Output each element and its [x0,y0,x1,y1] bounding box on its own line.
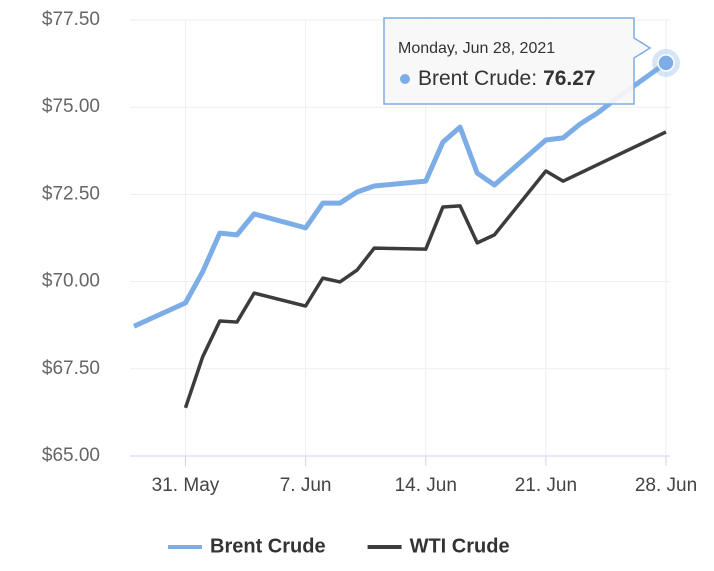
y-tick-label: $70.00 [42,271,100,292]
series-line [132,60,668,329]
legend-label[interactable]: Brent Crude [210,535,326,557]
x-tick-label: 21. Jun [515,475,577,496]
tooltip-box [383,17,652,105]
x-tick-label: 7. Jun [280,475,332,496]
tooltip-label: Brent Crude: [418,67,537,90]
legend-label[interactable]: WTI Crude [410,535,510,557]
x-tick-label: 28. Jun [635,475,697,496]
y-tick-label: $65.00 [42,445,100,466]
y-tick-label: $72.50 [42,183,100,204]
x-tick-label: 31. May [152,475,220,496]
y-tick-label: $75.00 [42,96,100,117]
tooltip-text: Brent Crude: 76.27 [418,67,596,90]
x-tick-label: 14. Jun [395,475,457,496]
hover-point [657,54,675,72]
series-line [183,130,667,409]
y-tick-label: $77.50 [42,9,100,30]
tooltip-date: Monday, Jun 28, 2021 [398,40,555,57]
tooltip-value: 76.27 [543,67,596,90]
y-tick-label: $67.50 [42,358,100,379]
tooltip: Monday, Jun 28, 2021 Brent Crude: 76.27 [383,17,652,105]
tooltip-swatch [400,74,410,84]
